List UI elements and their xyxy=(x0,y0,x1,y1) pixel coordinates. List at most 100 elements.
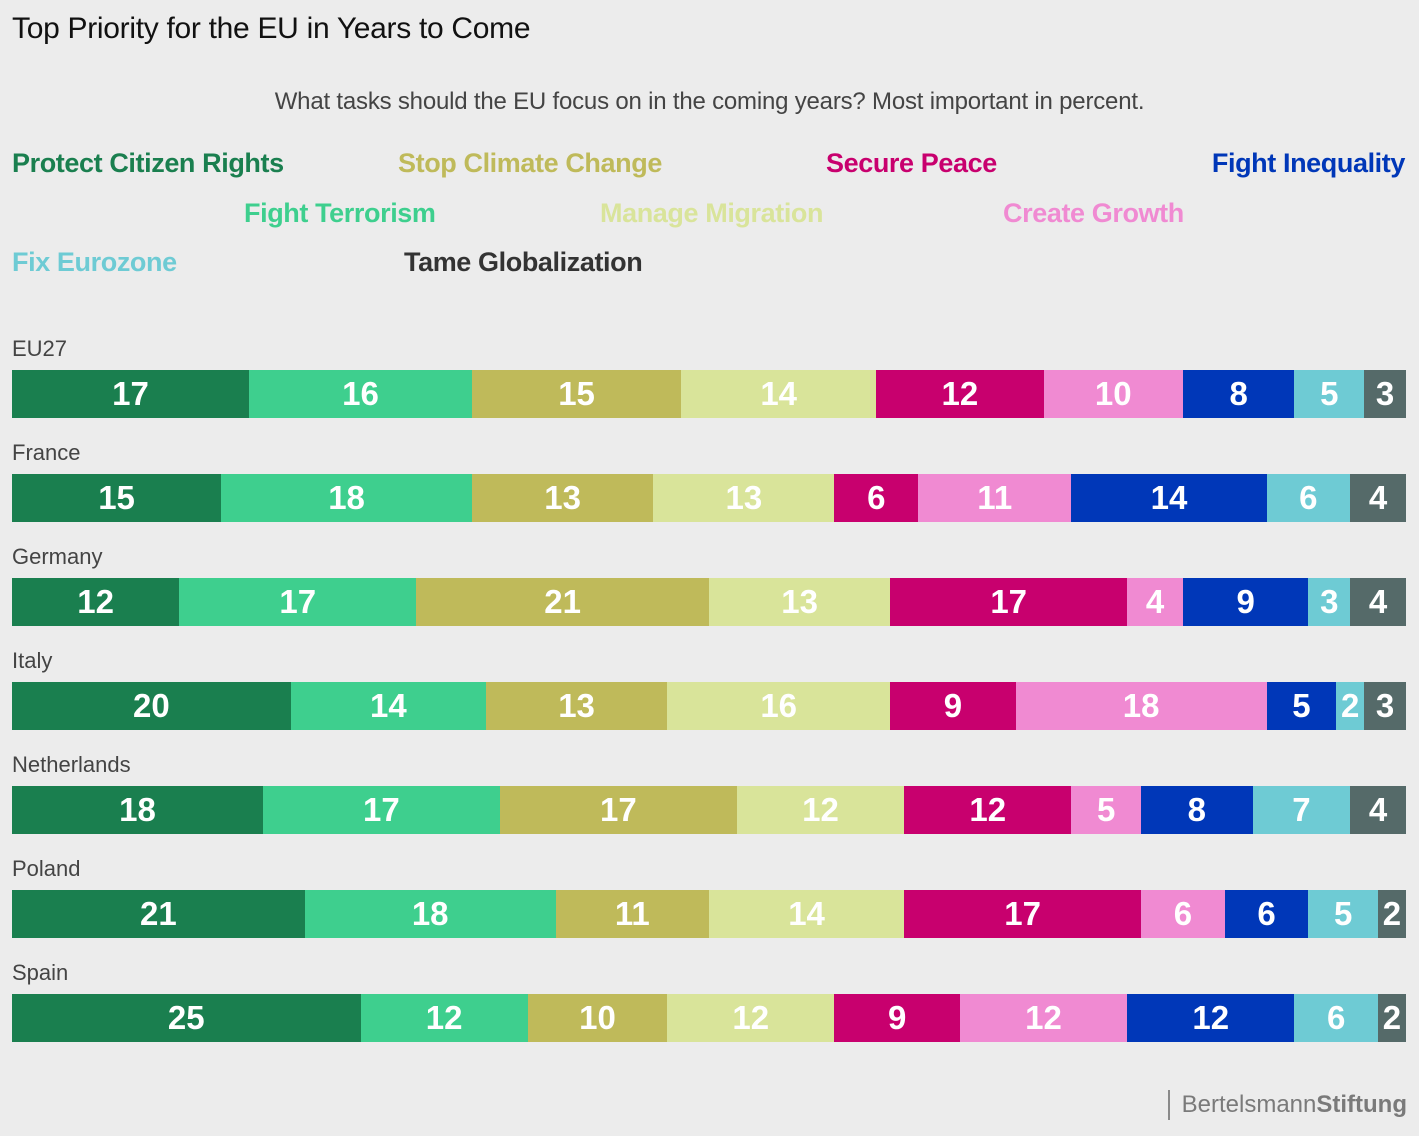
bar-segment-stop-climate-change[interactable]: 13 xyxy=(485,682,668,730)
bar-segment-protect-citizen-rights[interactable]: 18 xyxy=(12,786,263,834)
bar-segment-stop-climate-change[interactable]: 21 xyxy=(416,578,709,626)
bar-segment-fix-eurozone[interactable]: 6 xyxy=(1294,994,1379,1042)
legend-item-fix-eurozone[interactable]: Fix Eurozone xyxy=(12,247,177,277)
bar-segment-secure-peace[interactable]: 17 xyxy=(890,578,1128,626)
data-label: 12 xyxy=(941,375,979,412)
bar-segment-create-growth[interactable]: 18 xyxy=(1015,682,1267,730)
legend-item-secure-peace[interactable]: Secure Peace xyxy=(826,148,997,178)
bar-segment-tame-globalization[interactable]: 3 xyxy=(1364,682,1406,730)
bar-segment-stop-climate-change[interactable]: 17 xyxy=(499,786,737,834)
bar-segment-manage-migration[interactable]: 12 xyxy=(736,786,905,834)
data-label: 12 xyxy=(425,999,463,1036)
bar-segment-fight-terrorism[interactable]: 17 xyxy=(262,786,500,834)
bar-segment-protect-citizen-rights[interactable]: 15 xyxy=(12,474,222,522)
legend-item-fight-terrorism[interactable]: Fight Terrorism xyxy=(244,198,436,228)
bar-segment-create-growth[interactable]: 12 xyxy=(959,994,1128,1042)
bar-segment-protect-citizen-rights[interactable]: 21 xyxy=(12,890,305,938)
legend-item-tame-globalization[interactable]: Tame Globalization xyxy=(404,247,643,277)
data-label: 4 xyxy=(1145,583,1165,620)
bar-segment-fight-inequality[interactable]: 8 xyxy=(1141,786,1253,834)
legend-item-create-growth[interactable]: Create Growth xyxy=(1003,198,1184,228)
bar-segment-tame-globalization[interactable]: 2 xyxy=(1378,994,1406,1042)
bar-segment-manage-migration[interactable]: 14 xyxy=(681,370,877,418)
bar-segment-secure-peace[interactable]: 17 xyxy=(904,890,1142,938)
data-label: 10 xyxy=(1094,375,1132,412)
bar-segment-fix-eurozone[interactable]: 5 xyxy=(1308,890,1379,938)
data-label: 7 xyxy=(1292,791,1311,828)
data-label: 11 xyxy=(977,479,1013,516)
bar-segment-fight-inequality[interactable]: 12 xyxy=(1127,994,1295,1042)
data-label: 12 xyxy=(77,583,114,620)
bar-segment-fight-terrorism[interactable]: 14 xyxy=(290,682,486,730)
bar-segment-protect-citizen-rights[interactable]: 17 xyxy=(12,370,249,418)
legend-item-stop-climate-change[interactable]: Stop Climate Change xyxy=(398,148,662,178)
bar-segment-protect-citizen-rights[interactable]: 25 xyxy=(12,994,361,1042)
bar-segment-create-growth[interactable]: 11 xyxy=(918,474,1072,522)
legend-item-fight-inequality[interactable]: Fight Inequality xyxy=(1211,148,1406,178)
data-label: 17 xyxy=(1004,895,1041,932)
bar-segment-fight-inequality[interactable]: 6 xyxy=(1224,890,1309,938)
data-label: 10 xyxy=(579,999,616,1036)
bar-segment-secure-peace[interactable]: 12 xyxy=(904,786,1072,834)
bar-segment-stop-climate-change[interactable]: 15 xyxy=(472,370,682,418)
data-label: 12 xyxy=(732,999,770,1036)
data-label: 17 xyxy=(600,791,637,828)
bar-segment-tame-globalization[interactable]: 4 xyxy=(1350,578,1406,626)
bar-segment-fight-inequality[interactable]: 14 xyxy=(1071,474,1267,522)
bar-segment-fight-inequality[interactable]: 5 xyxy=(1266,682,1337,730)
bar-segment-stop-climate-change[interactable]: 13 xyxy=(472,474,654,522)
bar-segment-manage-migration[interactable]: 12 xyxy=(667,994,835,1042)
data-label: 5 xyxy=(1320,375,1339,412)
bar-segment-manage-migration[interactable]: 13 xyxy=(708,578,891,626)
bar-segment-protect-citizen-rights[interactable]: 20 xyxy=(12,682,291,730)
bar-segment-fix-eurozone[interactable]: 5 xyxy=(1294,370,1365,418)
row-label-germany: Germany xyxy=(12,544,103,569)
bar-segment-create-growth[interactable]: 6 xyxy=(1141,890,1225,938)
bar-segment-manage-migration[interactable]: 13 xyxy=(653,474,835,522)
bar-segment-secure-peace[interactable]: 9 xyxy=(834,994,960,1042)
chart-subtitle: What tasks should the EU focus on in the… xyxy=(274,88,1145,115)
data-label: 2 xyxy=(1382,999,1402,1036)
bar-segment-stop-climate-change[interactable]: 11 xyxy=(555,890,709,938)
legend-item-manage-migration[interactable]: Manage Migration xyxy=(600,198,824,228)
bar-segment-create-growth[interactable]: 5 xyxy=(1071,786,1142,834)
bar-segment-fight-terrorism[interactable]: 18 xyxy=(221,474,472,522)
data-label: 17 xyxy=(990,583,1028,620)
bar-segment-tame-globalization[interactable]: 4 xyxy=(1350,786,1406,834)
bar-segment-stop-climate-change[interactable]: 10 xyxy=(527,994,668,1042)
bar-segment-manage-migration[interactable]: 14 xyxy=(708,890,905,938)
data-label: 3 xyxy=(1375,375,1395,412)
data-label: 9 xyxy=(1236,583,1255,620)
data-label: 2 xyxy=(1341,687,1360,724)
bar-segment-tame-globalization[interactable]: 4 xyxy=(1350,474,1406,522)
legend-item-protect-citizen-rights[interactable]: Protect Citizen Rights xyxy=(12,148,284,178)
data-label: 14 xyxy=(760,375,798,412)
bar-segment-secure-peace[interactable]: 12 xyxy=(876,370,1044,418)
data-label: 16 xyxy=(342,375,379,412)
data-label: 12 xyxy=(969,791,1007,828)
bar-segment-fight-terrorism[interactable]: 12 xyxy=(360,994,528,1042)
bar-segment-fight-inequality[interactable]: 9 xyxy=(1182,578,1309,626)
bar-segment-protect-citizen-rights[interactable]: 12 xyxy=(12,578,180,626)
data-label: 6 xyxy=(1257,895,1276,932)
bar-segment-fix-eurozone[interactable]: 3 xyxy=(1308,578,1351,626)
bar-segment-secure-peace[interactable]: 9 xyxy=(890,682,1016,730)
bar-segment-create-growth[interactable]: 4 xyxy=(1127,578,1183,626)
bar-segment-create-growth[interactable]: 10 xyxy=(1043,370,1183,418)
bar-segment-tame-globalization[interactable]: 3 xyxy=(1364,370,1406,418)
bar-segment-fight-terrorism[interactable]: 16 xyxy=(248,370,472,418)
bar-row-eu27: 17 16 15 14 12 10 8 5 3 xyxy=(12,370,1406,418)
bar-segment-manage-migration[interactable]: 16 xyxy=(667,682,891,730)
bar-segment-fight-terrorism[interactable]: 18 xyxy=(304,890,556,938)
bar-segment-fight-inequality[interactable]: 8 xyxy=(1182,370,1295,418)
bar-segment-fix-eurozone[interactable]: 2 xyxy=(1336,682,1365,730)
bar-segment-secure-peace[interactable]: 6 xyxy=(834,474,919,522)
row-label-netherlands: Netherlands xyxy=(12,752,131,777)
data-label: 18 xyxy=(119,791,156,828)
bar-segment-fix-eurozone[interactable]: 6 xyxy=(1266,474,1351,522)
bar-row-netherlands: 18 17 17 12 12 5 8 7 4 xyxy=(12,786,1406,834)
bar-segment-tame-globalization[interactable]: 2 xyxy=(1378,890,1406,938)
data-label: 4 xyxy=(1368,479,1388,516)
bar-segment-fight-terrorism[interactable]: 17 xyxy=(179,578,417,626)
bar-segment-fix-eurozone[interactable]: 7 xyxy=(1252,786,1351,834)
